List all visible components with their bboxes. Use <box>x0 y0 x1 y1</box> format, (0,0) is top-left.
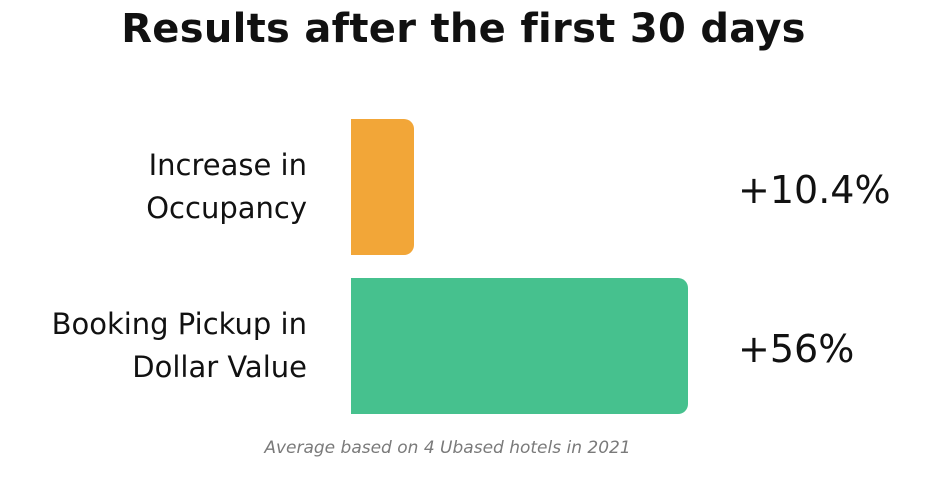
chart-title: Results after the first 30 days <box>121 6 806 52</box>
chart-footnote: Average based on 4 U​based hotels in 202… <box>264 438 631 458</box>
category-label-booking-pickup: Booking Pickup in Dollar Value <box>51 307 307 384</box>
value-label-booking-pickup: +56% <box>738 327 855 371</box>
bar-occupancy <box>351 119 414 255</box>
value-label-occupancy: +10.4% <box>738 168 891 212</box>
category-label-occupancy: Increase in Occupancy <box>146 148 307 225</box>
bar-booking-pickup <box>351 278 688 414</box>
